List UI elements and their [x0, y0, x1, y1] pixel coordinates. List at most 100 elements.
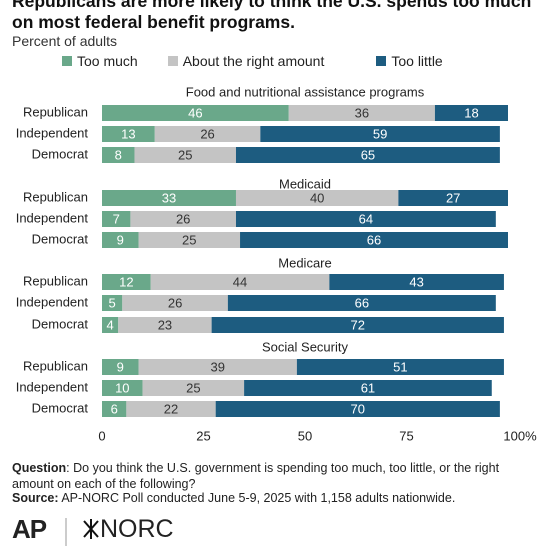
question: Question: Do you think the U.S. governme…	[12, 460, 542, 492]
source-text: AP-NORC Poll conducted June 5-9, 2025 wi…	[58, 491, 456, 505]
bar-segment	[118, 317, 212, 333]
bar-segment	[102, 190, 236, 206]
data-label: 4	[107, 317, 114, 332]
y-tick-label: Independent	[16, 125, 89, 140]
y-tick-label: Democrat	[32, 400, 89, 415]
data-label: 66	[367, 232, 381, 247]
y-tick-label: Democrat	[32, 146, 89, 161]
bar-segment	[102, 105, 289, 121]
x-tick-label: 0	[98, 428, 105, 443]
y-tick-label: Democrat	[32, 316, 89, 331]
panel-title: Food and nutritional assistance programs	[186, 84, 425, 99]
data-label: 39	[210, 359, 224, 374]
legend-label: About the right amount	[182, 53, 325, 69]
legend-swatch	[376, 56, 387, 66]
bar-segment	[102, 359, 139, 375]
data-label: 46	[188, 105, 202, 120]
data-label: 18	[464, 105, 478, 120]
legend-item: Too little	[376, 53, 443, 69]
data-label: 22	[164, 401, 178, 416]
legend-label: Too little	[391, 53, 443, 69]
data-label: 26	[200, 126, 214, 141]
bar-segment	[240, 232, 509, 248]
bar-segment	[126, 401, 216, 417]
data-label: 12	[119, 274, 133, 289]
data-label: 40	[310, 190, 324, 205]
data-label: 10	[115, 380, 129, 395]
bar-segment	[138, 232, 241, 248]
data-label: 43	[409, 274, 423, 289]
logo-ap: AP	[12, 514, 47, 544]
bar-segment	[211, 317, 504, 333]
bar-segment	[102, 401, 127, 417]
x-tick-label: 100%	[503, 428, 537, 443]
y-tick-label: Republican	[23, 273, 88, 288]
data-label: 65	[361, 147, 375, 162]
bar-segment	[122, 295, 228, 311]
legend: Too much About the right amount Too little	[62, 53, 465, 69]
bar-segment	[296, 359, 504, 375]
legend-swatch	[167, 56, 178, 66]
data-label: 25	[182, 232, 196, 247]
data-label: 8	[115, 147, 122, 162]
bar-segment	[235, 147, 500, 163]
y-tick-label: Republican	[23, 358, 88, 373]
bar-segment	[102, 147, 135, 163]
data-label: 33	[162, 190, 176, 205]
source-label: Source:	[12, 491, 59, 505]
legend-item: About the right amount	[167, 53, 325, 69]
question-label: Question	[12, 461, 67, 475]
data-label: 72	[351, 317, 365, 332]
data-label: 26	[176, 211, 190, 226]
data-label: 59	[373, 126, 387, 141]
norc-icon	[83, 519, 99, 539]
bar-segment	[260, 126, 500, 142]
data-label: 25	[178, 147, 192, 162]
bar-segment	[235, 190, 399, 206]
bar-segment	[102, 295, 123, 311]
panel-title: Medicaid	[279, 176, 331, 191]
chart-title: Republicans are more likely to think the…	[12, 0, 532, 32]
panel-title: Social Security	[262, 339, 348, 354]
data-label: 44	[233, 274, 247, 289]
bar-segment	[154, 126, 261, 142]
bar-segment	[288, 105, 435, 121]
panel-title: Medicare	[278, 255, 331, 270]
bar-segment	[434, 105, 508, 121]
x-tick-label: 50	[298, 428, 312, 443]
data-label: 70	[351, 401, 365, 416]
bar-segment	[102, 232, 139, 248]
data-label: 13	[121, 126, 135, 141]
y-tick-label: Republican	[23, 189, 88, 204]
bar-segment	[215, 401, 500, 417]
data-label: 7	[113, 211, 120, 226]
data-label: 64	[359, 211, 373, 226]
bar-segment	[138, 359, 297, 375]
x-tick-label: 75	[399, 428, 413, 443]
data-label: 9	[117, 359, 124, 374]
data-label: 6	[111, 401, 118, 416]
y-tick-label: Independent	[16, 210, 89, 225]
bar-segment	[102, 211, 131, 227]
bar-segment	[102, 380, 143, 396]
data-label: 66	[355, 295, 369, 310]
bar-segment	[102, 126, 155, 142]
data-label: 9	[117, 232, 124, 247]
bar-segment	[398, 190, 508, 206]
data-label: 25	[186, 380, 200, 395]
legend-item: Too much	[62, 53, 138, 69]
data-label: 23	[158, 317, 172, 332]
bar-segment	[227, 295, 496, 311]
chart-subtitle: Percent of adults	[12, 33, 118, 49]
data-label: 51	[393, 359, 407, 374]
source: Source: AP-NORC Poll conducted June 5-9,…	[12, 491, 455, 505]
bar-segment	[130, 211, 236, 227]
data-label: 26	[168, 295, 182, 310]
x-tick-label: 25	[196, 428, 210, 443]
data-label: 61	[361, 380, 375, 395]
legend-label: Too much	[77, 53, 138, 69]
bar-segment	[244, 380, 492, 396]
legend-swatch	[62, 56, 72, 66]
data-label: 27	[446, 190, 460, 205]
